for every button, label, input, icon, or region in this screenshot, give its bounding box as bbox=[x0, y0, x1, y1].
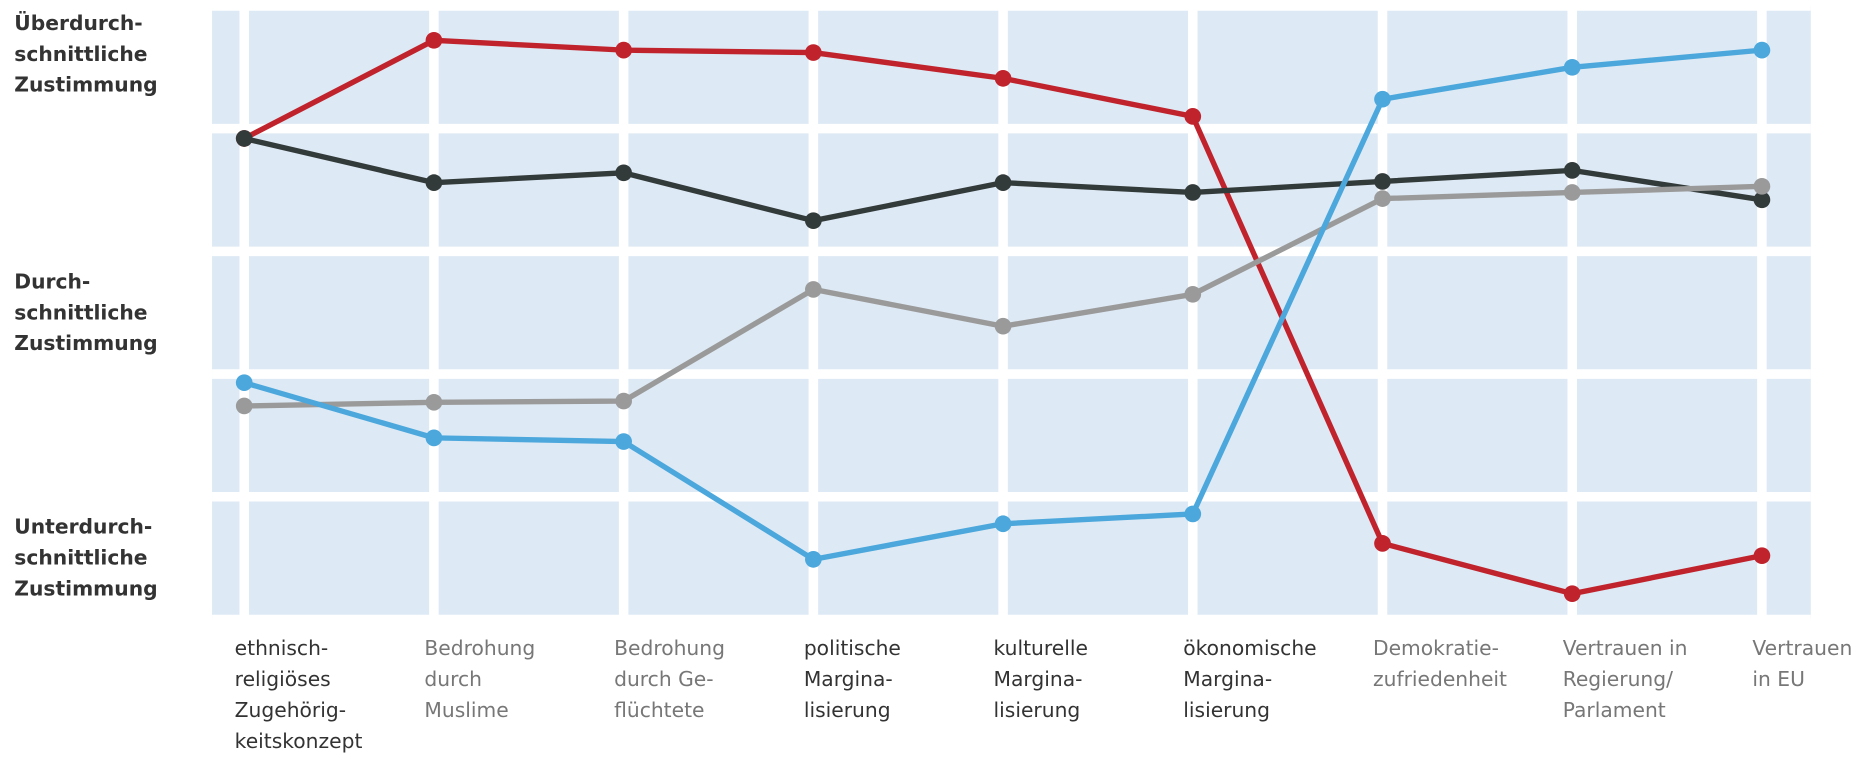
data-point bbox=[1563, 58, 1581, 76]
x-tick-label: Bedrohung durch Muslime bbox=[424, 637, 536, 724]
data-point bbox=[1184, 184, 1202, 201]
data-point bbox=[1374, 173, 1391, 190]
data-point bbox=[425, 429, 443, 447]
x-tick-label: Demokratie- zufriedenheit bbox=[1372, 637, 1508, 693]
data-point bbox=[235, 397, 253, 415]
data-point bbox=[425, 393, 443, 411]
y-tick-label: Durch- schnittliche Zustimmung bbox=[14, 269, 158, 356]
data-point bbox=[235, 374, 253, 391]
y-tick-label: Überdurch- schnittliche Zustimmung bbox=[14, 12, 158, 98]
data-point bbox=[994, 174, 1012, 191]
data-point bbox=[425, 174, 443, 191]
data-point bbox=[1563, 184, 1581, 201]
x-tick-label: kulturelle Margina- lisierung bbox=[993, 637, 1088, 724]
data-point bbox=[615, 392, 632, 410]
data-point bbox=[994, 317, 1012, 335]
data-point bbox=[615, 164, 632, 182]
y-tick-label: Unterdurch- schnittliche Zustimmung bbox=[14, 515, 158, 602]
data-point bbox=[805, 44, 822, 61]
data-point bbox=[805, 551, 822, 568]
data-point bbox=[1374, 190, 1391, 207]
data-point bbox=[1753, 547, 1771, 565]
data-point bbox=[1184, 285, 1202, 303]
plot-background bbox=[212, 5, 1811, 620]
data-point bbox=[805, 281, 822, 298]
data-point bbox=[1563, 585, 1581, 603]
data-point bbox=[1184, 108, 1202, 125]
x-tick-label: ökonomische Margina- lisierung bbox=[1183, 637, 1317, 724]
data-point bbox=[1184, 505, 1202, 523]
data-point bbox=[1374, 90, 1391, 108]
data-point bbox=[1753, 41, 1771, 59]
data-point bbox=[235, 130, 253, 147]
x-tick-label: Vertrauen in EU bbox=[1752, 637, 1853, 693]
data-point bbox=[994, 70, 1012, 87]
data-point bbox=[1753, 177, 1771, 195]
x-tick-label: Bedrohung durch Ge- flüchtete bbox=[614, 637, 725, 724]
x-tick-label: politische Margina- lisierung bbox=[803, 637, 901, 724]
data-point bbox=[615, 433, 632, 450]
data-point bbox=[994, 515, 1012, 533]
x-tick-label: Vertrauen in Regierung/ Parlament bbox=[1562, 637, 1688, 724]
data-point bbox=[1563, 162, 1581, 179]
x-tick-label: ethnisch- religiöses Zugehörig- keitskon… bbox=[234, 637, 363, 755]
data-point bbox=[425, 31, 443, 49]
data-point bbox=[615, 41, 632, 59]
data-point bbox=[1374, 535, 1391, 552]
data-point bbox=[1753, 191, 1771, 209]
data-point bbox=[805, 212, 822, 230]
